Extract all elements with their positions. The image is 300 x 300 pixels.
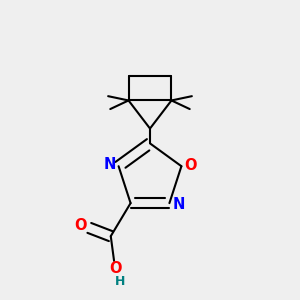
Text: N: N	[172, 197, 185, 212]
Text: O: O	[184, 158, 197, 173]
Text: O: O	[74, 218, 87, 233]
Text: H: H	[115, 275, 125, 288]
Text: O: O	[110, 261, 122, 276]
Text: N: N	[103, 157, 116, 172]
